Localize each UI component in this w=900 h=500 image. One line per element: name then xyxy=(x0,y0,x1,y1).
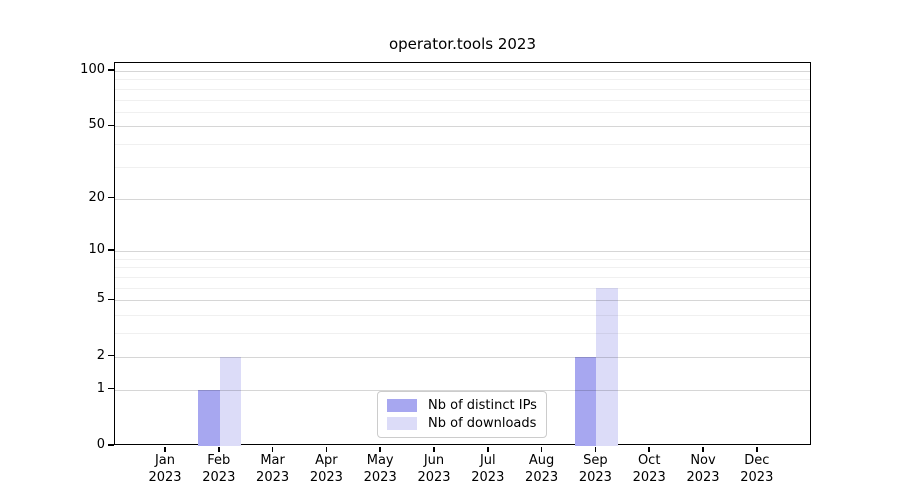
gridline-minor xyxy=(115,267,810,269)
x-tick-year: 2023 xyxy=(148,470,182,485)
y-axis-tick-label: 100 xyxy=(80,61,105,77)
x-axis-tick-label: Jan 2023 xyxy=(138,452,192,486)
gridline-minor xyxy=(115,166,810,168)
gridline-minor xyxy=(115,144,810,146)
x-axis-tick-label: Sep 2023 xyxy=(568,452,622,486)
x-tick-month: Jun xyxy=(423,453,445,468)
x-axis-tick-mark xyxy=(271,446,274,452)
x-axis-tick-mark xyxy=(433,446,435,452)
x-tick-month: Jan xyxy=(154,453,176,468)
y-axis-tick-label: 2 xyxy=(96,347,105,363)
bar-downloads xyxy=(596,287,618,446)
x-tick-month: May xyxy=(366,453,394,468)
x-axis-tick-mark xyxy=(487,446,489,452)
x-axis-tick-mark xyxy=(164,446,166,452)
legend-item-distinct-ips: Nb of distinct IPs xyxy=(387,398,537,413)
y-axis-tick-label: 20 xyxy=(88,189,105,205)
x-tick-month: Feb xyxy=(207,453,231,468)
x-tick-year: 2023 xyxy=(417,470,451,485)
gridline-major xyxy=(115,198,810,200)
x-axis-tick-label: Jul 2023 xyxy=(461,452,515,486)
x-tick-year: 2023 xyxy=(471,470,505,485)
x-axis-tick-mark xyxy=(594,446,597,452)
x-tick-year: 2023 xyxy=(686,470,720,485)
y-axis-tick-mark xyxy=(108,124,114,127)
y-axis-tick-label: 5 xyxy=(96,291,105,307)
x-axis-tick-mark xyxy=(648,446,650,452)
x-tick-month: Oct xyxy=(637,453,661,468)
legend-swatch-distinct-ips xyxy=(387,399,417,412)
x-tick-month: Apr xyxy=(315,453,338,468)
gridline-minor xyxy=(115,287,810,289)
x-tick-month: Nov xyxy=(690,453,716,468)
x-tick-month: Dec xyxy=(744,453,770,468)
y-axis-tick-mark xyxy=(108,444,114,446)
bar-distinct-ips xyxy=(198,389,220,446)
legend-label-distinct-ips: Nb of distinct IPs xyxy=(428,398,537,413)
gridline-minor xyxy=(115,79,810,81)
x-axis-tick-label: Aug 2023 xyxy=(515,452,569,486)
x-axis-tick-label: May 2023 xyxy=(353,452,407,486)
y-axis-tick-label: 0 xyxy=(96,437,105,452)
gridline-minor xyxy=(115,258,810,260)
gridline-major xyxy=(115,251,810,253)
plot-area xyxy=(114,62,811,446)
bar-downloads xyxy=(219,356,242,446)
x-axis-tick-label: Apr 2023 xyxy=(299,452,353,486)
x-axis-tick-label: Dec 2023 xyxy=(730,452,784,486)
gridline-major xyxy=(115,356,810,358)
x-tick-month: Sep xyxy=(583,453,608,468)
x-axis-tick-label: Nov 2023 xyxy=(676,452,730,486)
y-axis-tick-label: 1 xyxy=(96,380,105,396)
y-axis-tick-mark xyxy=(108,387,114,390)
gridline-major xyxy=(115,70,810,72)
grid-layer xyxy=(115,63,810,444)
x-axis-tick-label: Mar 2023 xyxy=(246,452,300,486)
gridline-minor xyxy=(115,99,810,101)
legend-swatch-downloads xyxy=(387,417,417,430)
gridline-major xyxy=(115,300,810,302)
legend-label-downloads: Nb of downloads xyxy=(428,416,537,431)
x-tick-year: 2023 xyxy=(363,470,397,485)
y-axis-tick-mark xyxy=(108,196,114,199)
gridline-minor xyxy=(115,333,810,335)
y-axis-tick-mark xyxy=(108,69,114,71)
x-axis-tick-label: Feb 2023 xyxy=(192,452,246,486)
x-tick-year: 2023 xyxy=(202,470,236,485)
legend: Nb of distinct IPs Nb of downloads xyxy=(377,391,547,438)
gridline-minor xyxy=(115,315,810,317)
gridline-major xyxy=(115,126,810,128)
x-tick-month: Aug xyxy=(528,453,555,468)
gridline-minor xyxy=(115,88,810,90)
y-axis-tick-mark xyxy=(108,354,114,357)
x-axis-tick-mark xyxy=(218,446,220,452)
bar-distinct-ips xyxy=(574,356,597,446)
x-axis-tick-label: Jun 2023 xyxy=(407,452,461,486)
x-axis-tick-label: Oct 2023 xyxy=(622,452,676,486)
x-tick-year: 2023 xyxy=(525,470,559,485)
x-axis-tick-mark xyxy=(540,446,543,452)
legend-item-downloads: Nb of downloads xyxy=(387,416,537,431)
x-tick-year: 2023 xyxy=(578,470,612,485)
x-tick-month: Jul xyxy=(479,453,496,468)
gridline-major xyxy=(115,389,810,391)
x-tick-year: 2023 xyxy=(309,470,343,485)
x-axis-tick-mark xyxy=(756,446,758,452)
y-axis-tick-label: 10 xyxy=(88,242,105,258)
gridline-minor xyxy=(115,111,810,113)
x-axis-tick-mark xyxy=(325,446,328,452)
y-axis-tick-mark xyxy=(108,298,114,301)
y-axis-tick-label: 50 xyxy=(88,117,105,133)
x-tick-year: 2023 xyxy=(256,470,290,485)
chart-title: operator.tools 2023 xyxy=(388,35,537,53)
bars-layer xyxy=(115,63,810,446)
x-axis-tick-mark xyxy=(702,446,704,452)
x-tick-month: Mar xyxy=(260,453,285,468)
x-tick-year: 2023 xyxy=(740,470,774,485)
x-tick-year: 2023 xyxy=(632,470,666,485)
y-axis-tick-mark xyxy=(108,249,114,251)
x-axis-tick-mark xyxy=(379,446,381,452)
gridline-minor xyxy=(115,277,810,279)
